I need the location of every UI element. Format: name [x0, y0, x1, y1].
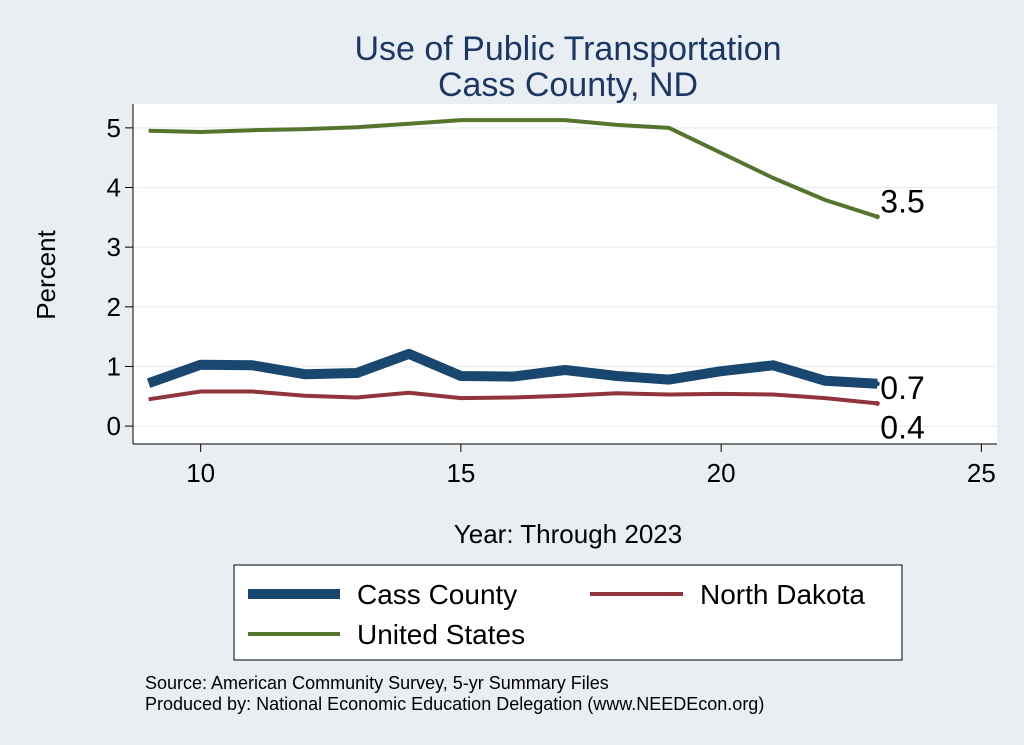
chart-title-line-2: Cass County, ND: [438, 66, 698, 104]
y-tick-label-2: 2: [107, 292, 121, 322]
x-tick-label-20: 20: [707, 458, 736, 488]
end-marker-cass-county: [874, 381, 880, 387]
y-tick-label-0: 0: [107, 411, 121, 441]
x-tick-label-25: 25: [967, 458, 996, 488]
legend-box: [233, 564, 903, 661]
end-marker-north-dakota: [874, 400, 880, 406]
y-tick-label-1: 1: [107, 351, 121, 381]
end-marker-united-states: [874, 214, 880, 220]
x-tick-label-15: 15: [446, 458, 475, 488]
y-axis-label: Percent: [31, 229, 61, 319]
end-label-united-states: 3.5: [880, 184, 924, 220]
legend-label-united-states: United States: [357, 619, 525, 650]
chart-title-line-1: Use of Public Transportation: [354, 30, 781, 68]
source-note: Source: American Community Survey, 5-yr …: [145, 673, 609, 693]
series-line-cass-county: [146, 348, 878, 389]
y-tick-label-3: 3: [107, 232, 121, 262]
end-labels: 0.70.4 3.5: [874, 184, 925, 445]
end-label-north-dakota: 0.4: [880, 409, 924, 445]
y-tick-label-5: 5: [107, 113, 121, 143]
series-line-united-states: [148, 118, 878, 219]
x-tick-label-10: 10: [186, 458, 215, 488]
y-tick-label-4: 4: [107, 173, 121, 203]
end-label-cass-county: 0.7: [880, 370, 924, 406]
producer-note: Produced by: National Economic Education…: [145, 694, 764, 714]
x-axis-label: Year: Through 2023: [454, 519, 682, 549]
axes: 0 1 2 3 4 5 10 15 20 25: [107, 104, 997, 488]
series-lines: [146, 118, 878, 406]
legend: Cass County North Dakota United States: [248, 579, 865, 650]
legend-label-north-dakota: North Dakota: [700, 579, 865, 610]
legend-label-cass-county: Cass County: [357, 579, 517, 610]
series-line-north-dakota: [148, 389, 878, 406]
